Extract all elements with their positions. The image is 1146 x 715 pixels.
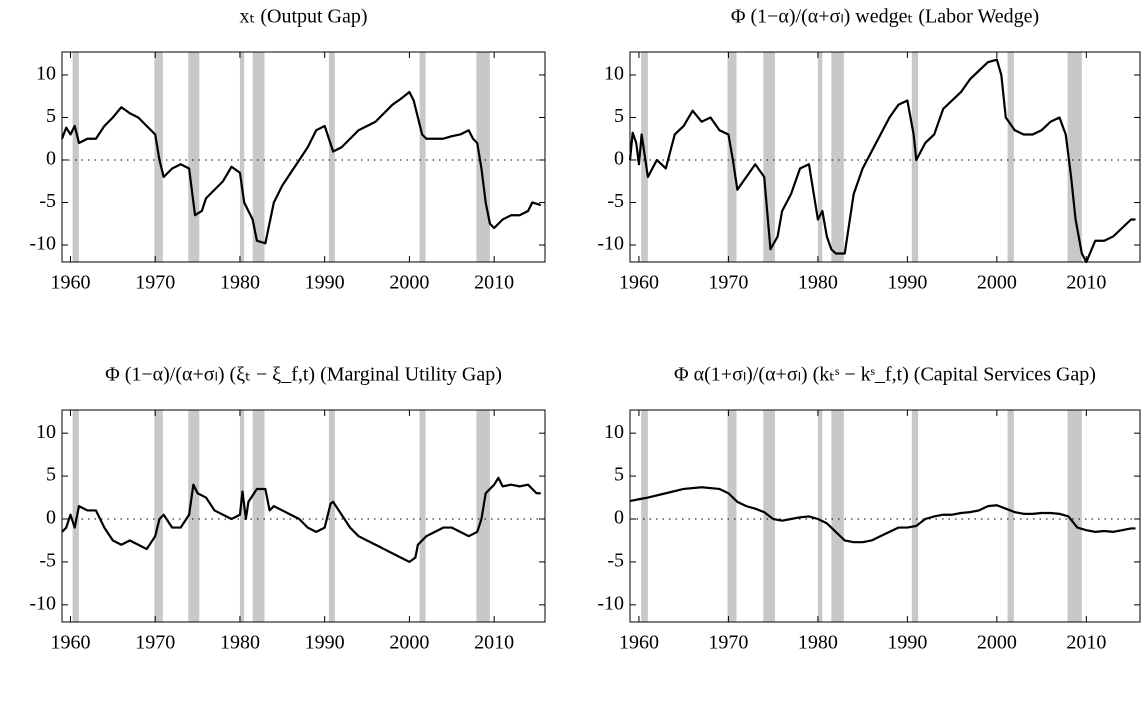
plot-frame [61,51,546,263]
y-tick-label: 0 [46,507,56,529]
x-tick-label: 1990 [305,632,345,654]
chart-title: Φ (1−α)/(α+σₗ) (ξₜ − ξ_f,t) (Marginal Ut… [105,364,502,386]
y-tick-label: 5 [614,105,624,127]
recession-band [831,52,844,262]
x-tick-label: 1980 [220,632,260,654]
recession-band [154,410,163,622]
x-tick-label: 1970 [708,272,748,294]
x-tick-label: 2000 [389,632,429,654]
x-tick-label: 1980 [220,272,260,294]
y-tick-label: 0 [46,148,56,170]
chart-title: Φ α(1+σₗ)/(α+σₗ) (kₜˢ − kˢ_f,t) (Capital… [674,364,1096,386]
recession-band [911,410,919,622]
y-tick-label: 5 [46,105,56,127]
recession-band [252,410,265,622]
recession-band [1007,410,1014,622]
recession-band [641,410,648,622]
recession-band [328,52,335,262]
x-tick-label: 1980 [798,272,838,294]
x-tick-label: 1970 [135,632,175,654]
y-tick-label: -10 [597,592,624,614]
chart-title: xₜ (Output Gap) [239,6,367,28]
y-tick-label: 0 [614,507,624,529]
x-tick-label: 2010 [474,272,514,294]
plot-frame [629,51,1141,263]
y-tick-label: 10 [36,63,56,85]
x-tick-label: 2010 [1066,632,1106,654]
plot-frame [629,409,1141,623]
x-tick-label: 1990 [887,632,927,654]
y-tick-label: -5 [607,190,624,212]
recession-band [763,52,775,262]
y-tick-label: -5 [607,550,624,572]
recession-band [252,52,265,262]
x-tick-label: 2000 [389,272,429,294]
recession-band [476,410,490,622]
recession-band [476,52,490,262]
recession-band [817,410,823,622]
recession-band [188,52,200,262]
x-tick-label: 1960 [619,272,659,294]
y-tick-label: 10 [604,63,624,85]
recession-band [727,410,737,622]
series-line [629,486,1136,544]
chart-title: Φ (1−α)/(α+σₗ) wedgeₜ (Labor Wedge) [731,6,1039,28]
x-tick-label: 2010 [474,632,514,654]
recession-band [817,52,823,262]
x-tick-label: 1980 [798,632,838,654]
x-tick-label: 1960 [50,632,90,654]
recession-band [188,410,200,622]
y-tick-label: 10 [36,421,56,443]
x-tick-label: 1970 [708,632,748,654]
y-tick-label: 10 [604,421,624,443]
recession-band [1067,52,1082,262]
x-tick-label: 2000 [977,632,1017,654]
y-tick-label: -5 [39,550,56,572]
y-tick-label: -10 [597,233,624,255]
recession-band [72,52,79,262]
recession-band [1007,52,1014,262]
y-tick-label: -10 [29,592,56,614]
y-tick-label: 0 [614,148,624,170]
x-tick-label: 1990 [887,272,927,294]
y-tick-label: -10 [29,233,56,255]
recession-band [239,52,245,262]
recession-band [328,410,335,622]
y-tick-label: -5 [39,190,56,212]
series-line [61,476,541,564]
recession-band [1067,410,1082,622]
recession-band [239,410,245,622]
plot-frame [61,409,546,623]
recession-band [831,410,844,622]
x-tick-label: 1990 [305,272,345,294]
x-tick-label: 1960 [50,272,90,294]
recession-band [419,410,426,622]
x-tick-label: 2000 [977,272,1017,294]
x-tick-label: 2010 [1066,272,1106,294]
x-tick-label: 1970 [135,272,175,294]
y-tick-label: 5 [614,464,624,486]
recession-band [419,52,426,262]
x-tick-label: 1960 [619,632,659,654]
series-line [60,90,542,245]
y-tick-label: 5 [46,464,56,486]
recession-band [72,410,79,622]
series-line [628,58,1136,264]
